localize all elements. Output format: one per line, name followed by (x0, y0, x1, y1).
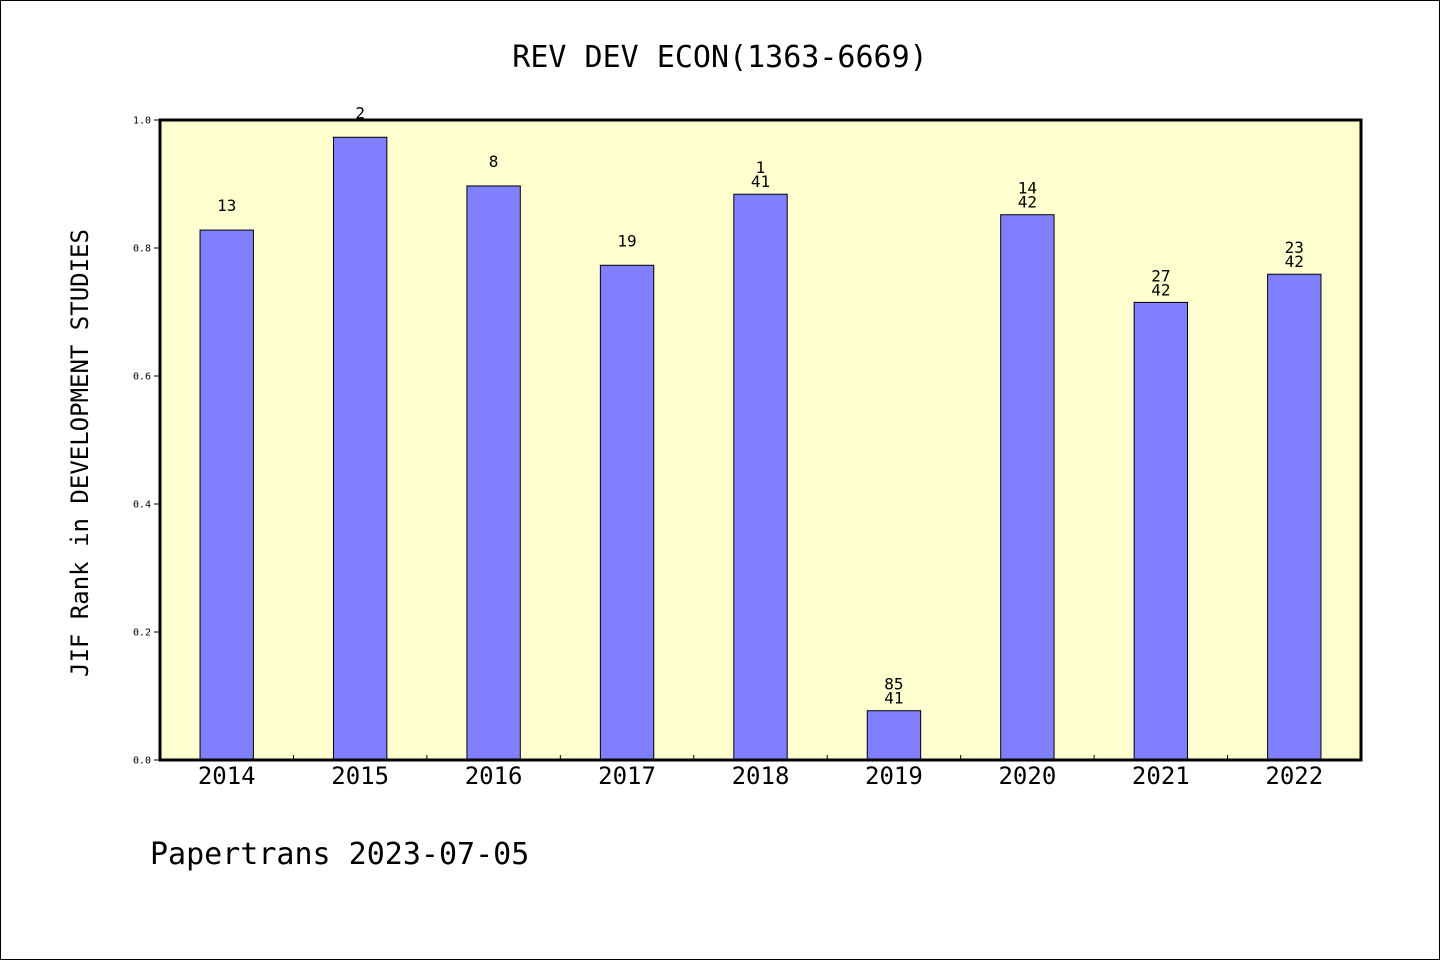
bar-label-2014: 13 (217, 196, 236, 215)
y-tick-label: 0.8 (133, 244, 151, 255)
y-axis-ticks: 0.0 0.2 0.4 0.6 0.8 1.0 (133, 116, 160, 767)
bar-label-2019: 41 (884, 689, 903, 708)
bar-2019 (866, 710, 922, 761)
x-tick-label: 2021 (1132, 762, 1190, 790)
bar-label-2017: 19 (617, 231, 636, 250)
bar-label-2021: 27 (1151, 266, 1170, 285)
bar-label-2015: 2 (355, 103, 365, 122)
y-tick-label: 0.6 (133, 372, 151, 383)
bar-label-2018: 1 (756, 158, 766, 177)
bar-2020 (1000, 214, 1055, 761)
bar-2014 (199, 229, 254, 761)
bar-2017 (599, 264, 655, 761)
bar-label-2021: 42 (1151, 280, 1170, 299)
bar-label-2022: 42 (1285, 252, 1304, 271)
x-axis-labels: 2014 2015 2016 2017 2018 2019 2020 2021 2022 (198, 762, 1323, 790)
bar-label-2019: 85 (884, 675, 903, 694)
y-tick-label: 0.4 (133, 500, 151, 511)
bar-2015 (332, 136, 388, 761)
y-tick-label: 0.0 (133, 756, 151, 767)
bar-label-2018: 41 (751, 172, 770, 191)
footer-text: Papertrans 2023-07-05 (150, 837, 529, 872)
bar-2018 (733, 193, 788, 761)
y-axis-label: JIF Rank in DEVELOPMENT STUDIES (66, 229, 94, 677)
x-tick-label: 2018 (732, 762, 790, 790)
x-tick-label: 2020 (998, 762, 1056, 790)
bar-label-2020: 42 (1018, 193, 1037, 212)
bar-label-2016: 8 (489, 152, 499, 171)
bar-label-2020: 14 (1018, 179, 1037, 198)
x-tick-label: 2014 (198, 762, 256, 790)
bars (199, 136, 1322, 761)
bar-2021 (1133, 301, 1189, 761)
x-tick-label: 2019 (865, 762, 923, 790)
chart-title: REV DEV ECON(1363-6669) (512, 40, 927, 75)
x-tick-label: 2022 (1265, 762, 1323, 790)
bar-2016 (466, 185, 521, 761)
y-tick-label: 0.2 (133, 628, 151, 639)
plot-border (158, 118, 1363, 762)
y-tick-label: 1.0 (133, 116, 151, 127)
x-tick-label: 2015 (331, 762, 389, 790)
x-tick-label: 2016 (465, 762, 523, 790)
bar-2022 (1267, 273, 1322, 761)
x-tick-label: 2017 (598, 762, 656, 790)
bar-label-2022: 23 (1285, 238, 1304, 257)
